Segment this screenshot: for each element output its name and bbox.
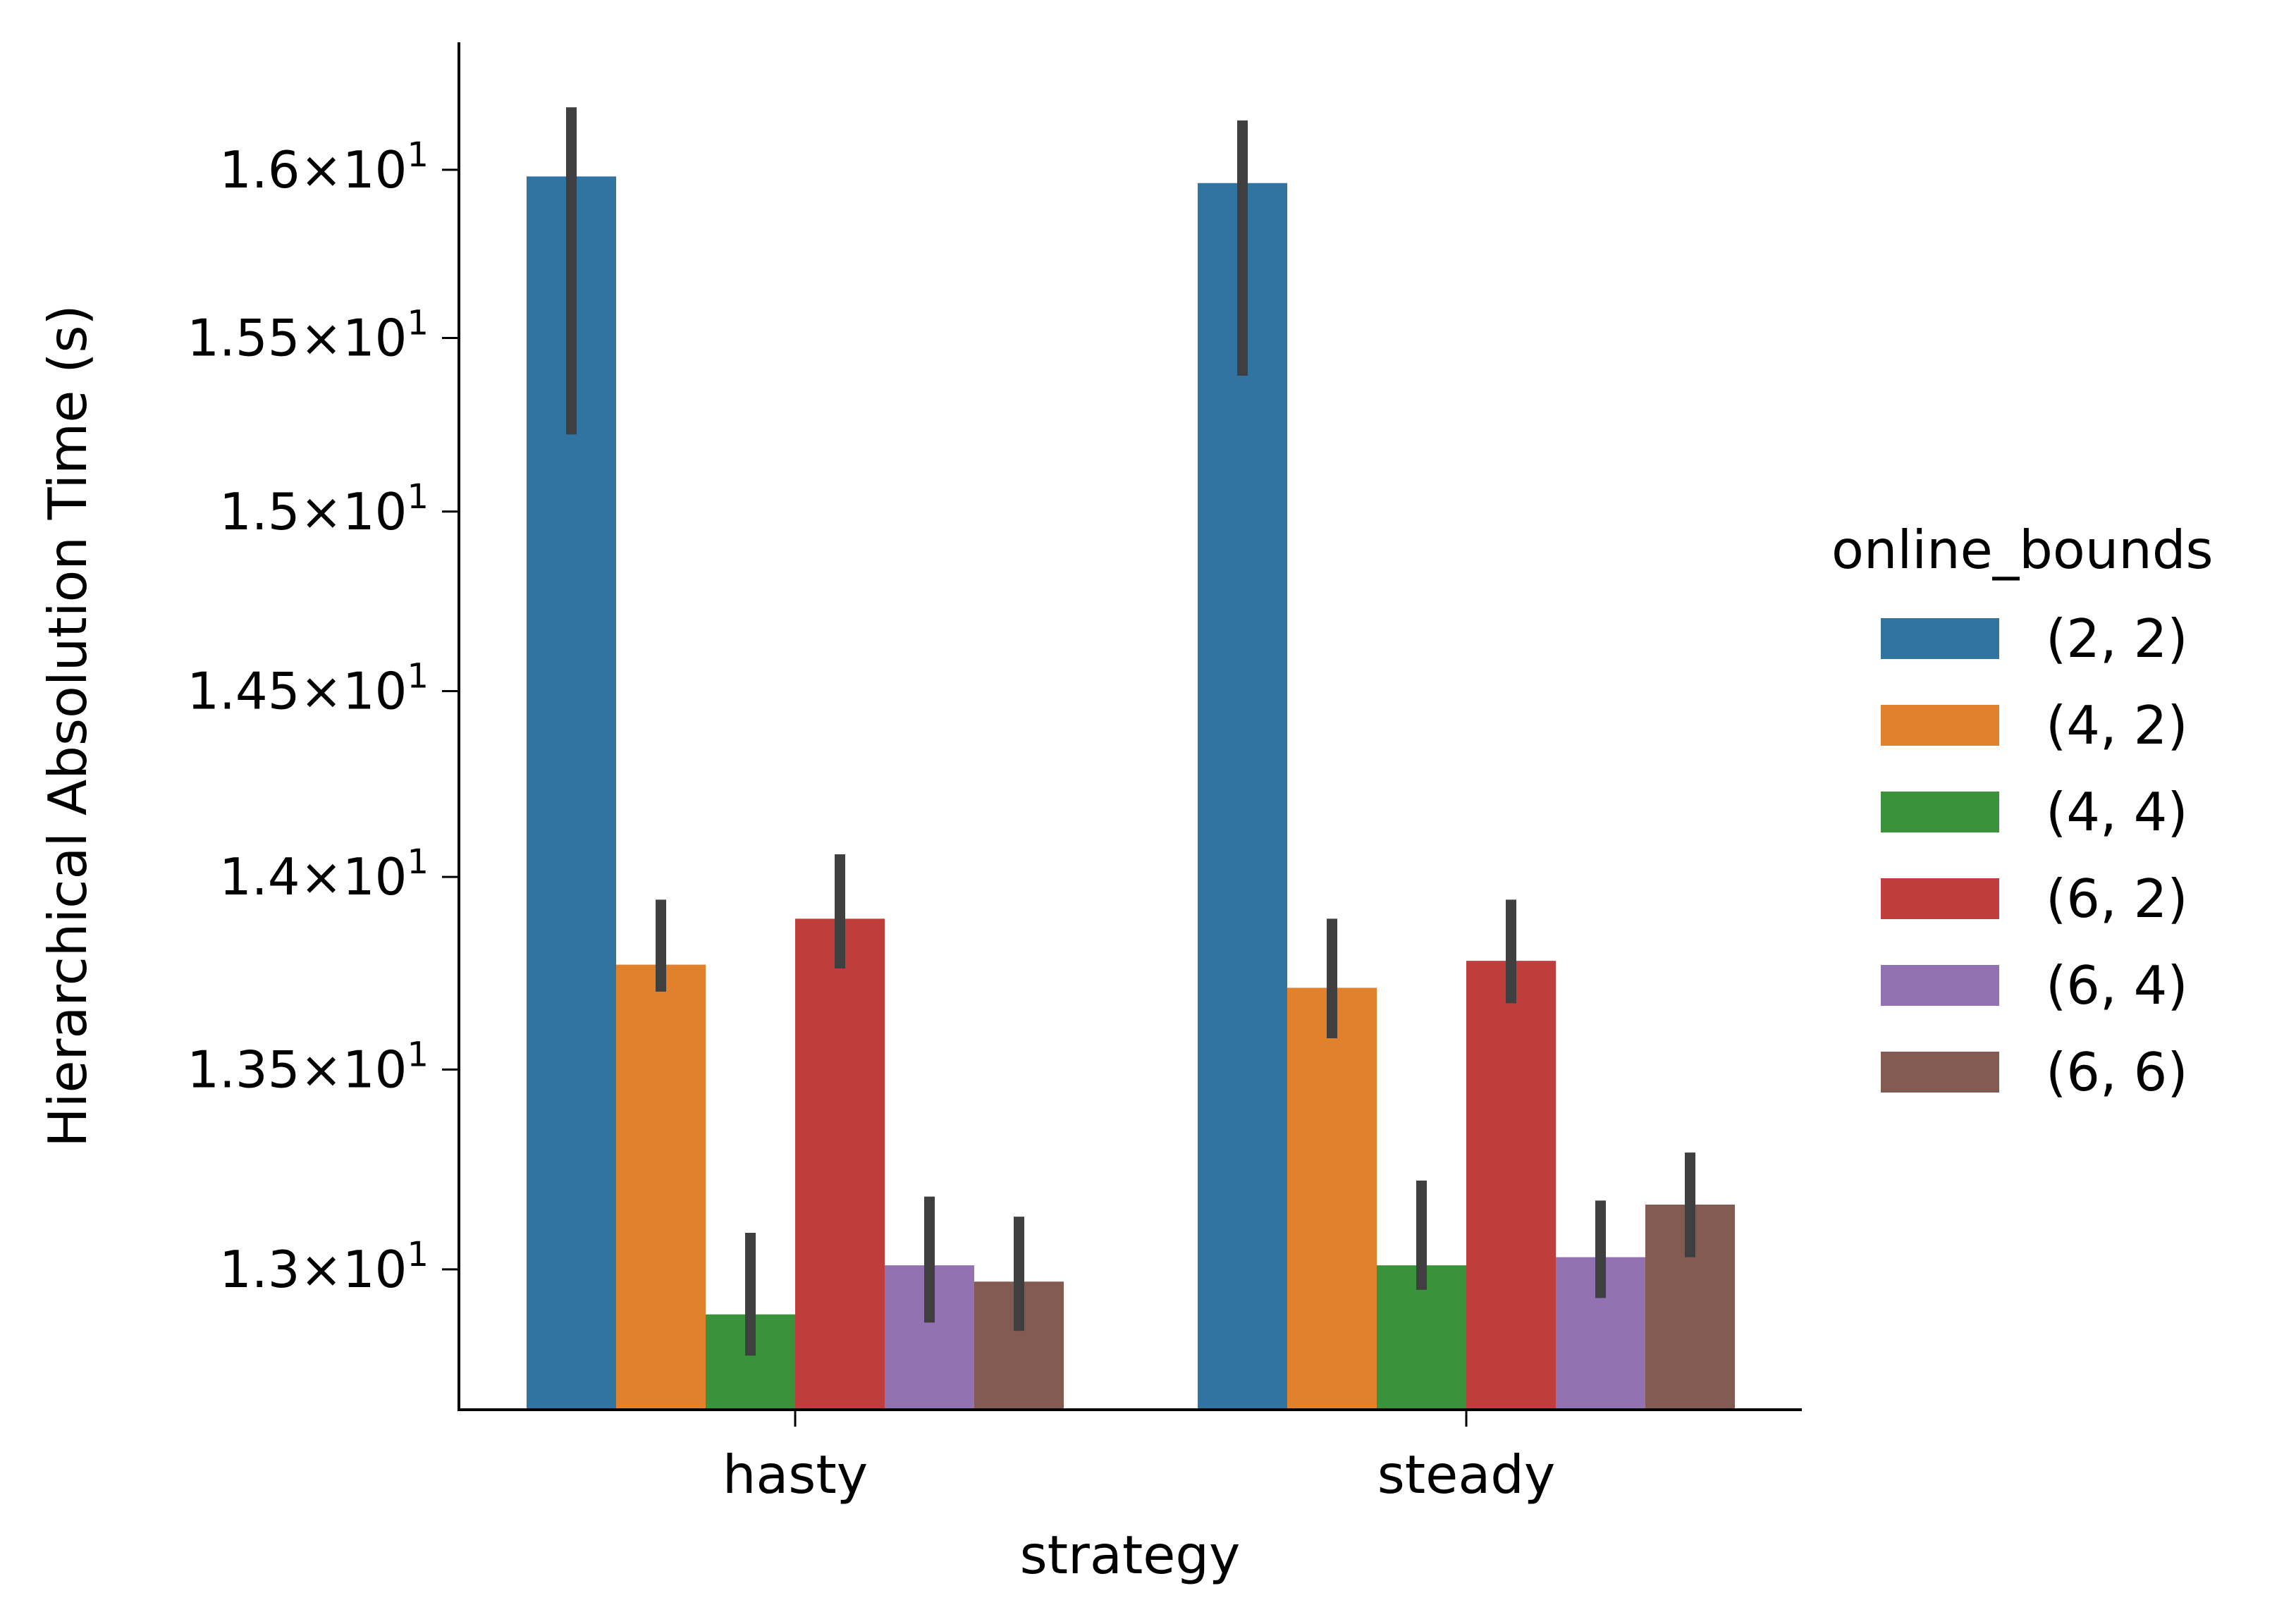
legend-swatch — [1881, 618, 1999, 659]
bar — [795, 918, 885, 1410]
legend-swatch — [1881, 878, 1999, 919]
y-tick-label: 1.55×101 — [187, 303, 429, 367]
legend-title: online_bounds — [1831, 519, 2214, 581]
y-tick-label: 1.35×101 — [187, 1035, 429, 1099]
legend-label: (6, 6) — [2046, 1041, 2188, 1103]
legend-label: (4, 4) — [2046, 781, 2188, 843]
y-tick-label: 1.4×101 — [219, 842, 429, 906]
x-ticks: hasty steady — [723, 1410, 1555, 1506]
legend-swatch — [1881, 965, 1999, 1006]
y-tick-label: 1.3×101 — [219, 1235, 429, 1299]
bar — [1466, 961, 1556, 1410]
y-ticks: 1.6×101 1.55×101 1.5×101 1.45×101 1.4×101 1.3… — [187, 135, 459, 1299]
legend: online_bounds (2, 2) (4, 2) (4, 4) (6, 2) (6… — [1831, 519, 2214, 1103]
legend-label: (4, 2) — [2046, 694, 2188, 756]
legend-label: (6, 4) — [2046, 954, 2188, 1016]
x-tick-label: steady — [1377, 1444, 1556, 1506]
y-tick-label: 1.45×101 — [187, 656, 429, 720]
error-bars-layer — [566, 107, 1695, 1356]
bar — [616, 964, 706, 1410]
x-tick-label: hasty — [723, 1444, 868, 1506]
legend-swatch — [1881, 1052, 1999, 1093]
bar — [1287, 988, 1377, 1410]
bars-layer — [527, 176, 1735, 1410]
legend-label: (6, 2) — [2046, 868, 2188, 930]
legend-items: (2, 2) (4, 2) (4, 4) (6, 2) (6, 4) (6, 6) — [1881, 608, 2188, 1103]
legend-swatch — [1881, 792, 1999, 832]
legend-swatch — [1881, 705, 1999, 746]
legend-label: (2, 2) — [2046, 608, 2188, 670]
y-axis-label: Hierarchical Absolution Time (s) — [37, 304, 99, 1148]
axes — [458, 42, 1802, 1411]
y-tick-label: 1.6×101 — [219, 135, 429, 199]
bar — [1198, 183, 1287, 1410]
x-axis-label: strategy — [1020, 1524, 1241, 1586]
y-tick-label: 1.5×101 — [219, 477, 429, 541]
